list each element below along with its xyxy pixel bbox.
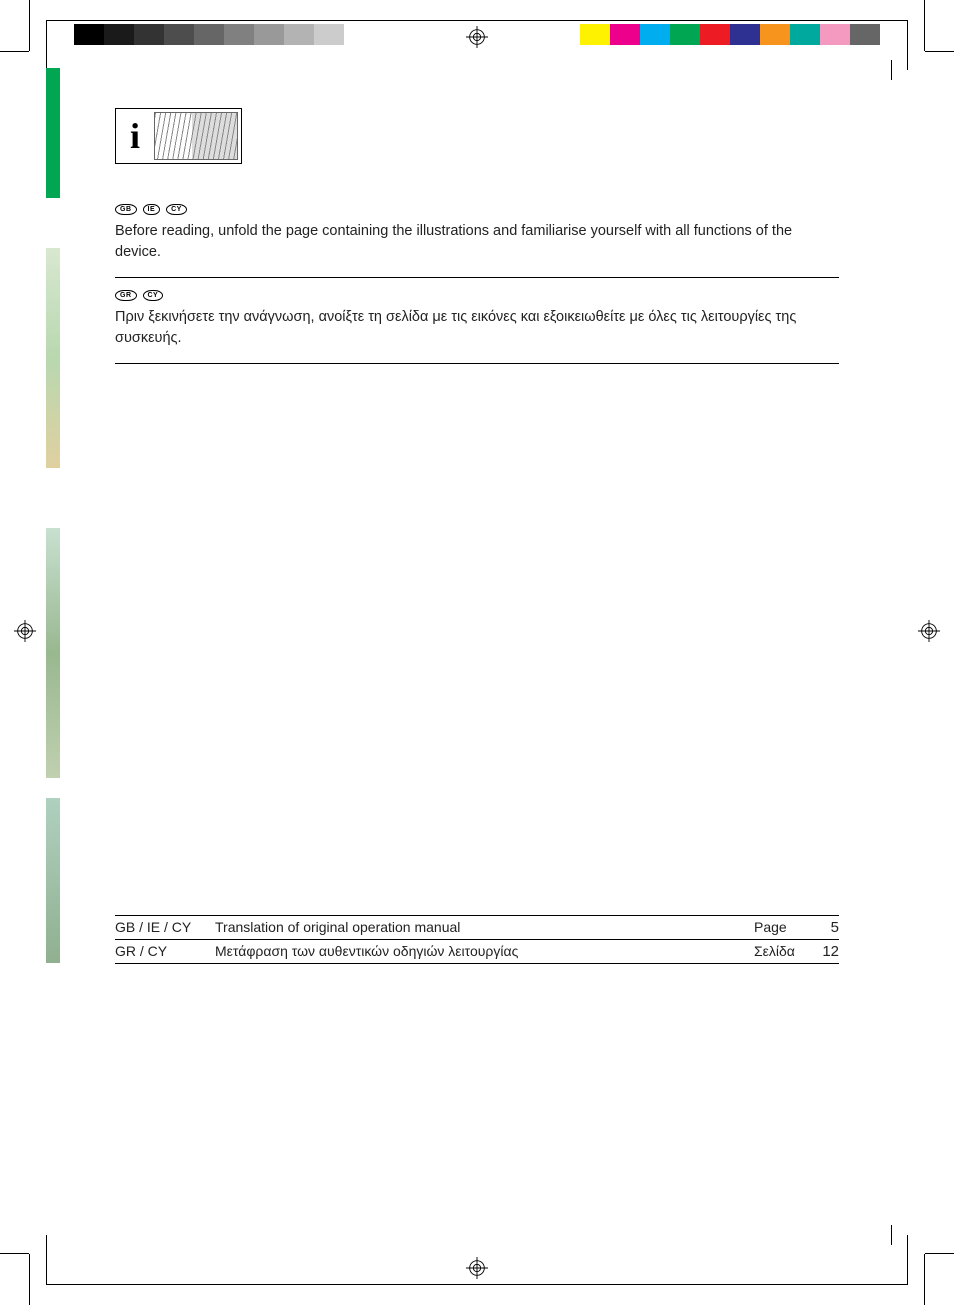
frame-line [46, 20, 908, 21]
divider [115, 277, 839, 278]
instruction-text: Πριν ξεκινήσετε την ανάγνωση, ανοίξτε τη… [115, 307, 839, 349]
colorbar-right [580, 24, 880, 45]
country-code-badge: IE [143, 204, 161, 215]
toc-codes: GB / IE / CY [115, 919, 215, 935]
colorbar-swatch [670, 24, 700, 45]
info-icon: i [119, 112, 151, 160]
colorbar-swatch [284, 24, 314, 45]
colorbar-left [74, 24, 374, 45]
colorbar-swatch [254, 24, 284, 45]
colorbar-swatch [104, 24, 134, 45]
colorbar-swatch [850, 24, 880, 45]
country-code-badge: GB [115, 204, 137, 215]
crop-mark [0, 51, 29, 52]
toc-page-label: Σελίδα [754, 943, 814, 959]
colorbar-swatch [74, 24, 104, 45]
crop-mark [29, 1254, 30, 1305]
country-codes: GR CY [115, 290, 839, 301]
crop-mark [925, 51, 954, 52]
info-unfold-panel: i [115, 108, 242, 164]
colorbar-swatch [344, 24, 374, 45]
registration-mark-icon [918, 620, 940, 642]
bleed-photo-strip [46, 68, 60, 963]
toc-description: Translation of original operation manual [215, 919, 754, 935]
colorbar-swatch [314, 24, 344, 45]
language-section: GB IE CY Before reading, unfold the page… [115, 204, 839, 278]
colorbar-swatch [194, 24, 224, 45]
crop-mark [924, 1254, 925, 1305]
registration-mark-icon [466, 26, 488, 48]
toc-row: GR / CY Μετάφραση των αυθεντικών οδηγιών… [115, 940, 839, 964]
registration-mark-icon [14, 620, 36, 642]
country-code-badge: GR [115, 290, 137, 301]
colorbar-swatch [580, 24, 610, 45]
frame-line [891, 60, 892, 80]
colorbar-swatch [224, 24, 254, 45]
colorbar-swatch [164, 24, 194, 45]
colorbar-swatch [700, 24, 730, 45]
colorbar-swatch [640, 24, 670, 45]
colorbar-swatch [760, 24, 790, 45]
frame-line [907, 1235, 908, 1285]
toc-page-label: Page [754, 919, 814, 935]
toc-description: Μετάφραση των αυθεντικών οδηγιών λειτουρ… [215, 943, 754, 959]
frame-line [46, 20, 47, 70]
crop-mark [29, 0, 30, 51]
crop-mark [924, 0, 925, 51]
crop-mark [0, 1253, 29, 1254]
colorbar-swatch [790, 24, 820, 45]
colorbar-swatch [134, 24, 164, 45]
frame-line [907, 20, 908, 70]
toc-page-number: 12 [814, 943, 839, 960]
frame-line [46, 1235, 47, 1285]
unfold-page-icon [154, 112, 238, 160]
divider [115, 363, 839, 364]
frame-line [46, 1284, 908, 1285]
language-section: GR CY Πριν ξεκινήσετε την ανάγνωση, ανοί… [115, 290, 839, 364]
colorbar-swatch [730, 24, 760, 45]
country-code-badge: CY [166, 204, 187, 215]
colorbar-swatch [820, 24, 850, 45]
toc-table: GB / IE / CY Translation of original ope… [115, 915, 839, 964]
toc-row: GB / IE / CY Translation of original ope… [115, 915, 839, 940]
toc-page-number: 5 [814, 919, 839, 936]
instruction-text: Before reading, unfold the page containi… [115, 221, 839, 263]
country-code-badge: CY [143, 290, 164, 301]
frame-line [891, 1225, 892, 1245]
crop-mark [925, 1253, 954, 1254]
registration-mark-icon [466, 1257, 488, 1279]
country-codes: GB IE CY [115, 204, 839, 215]
colorbar-swatch [610, 24, 640, 45]
toc-codes: GR / CY [115, 943, 215, 959]
